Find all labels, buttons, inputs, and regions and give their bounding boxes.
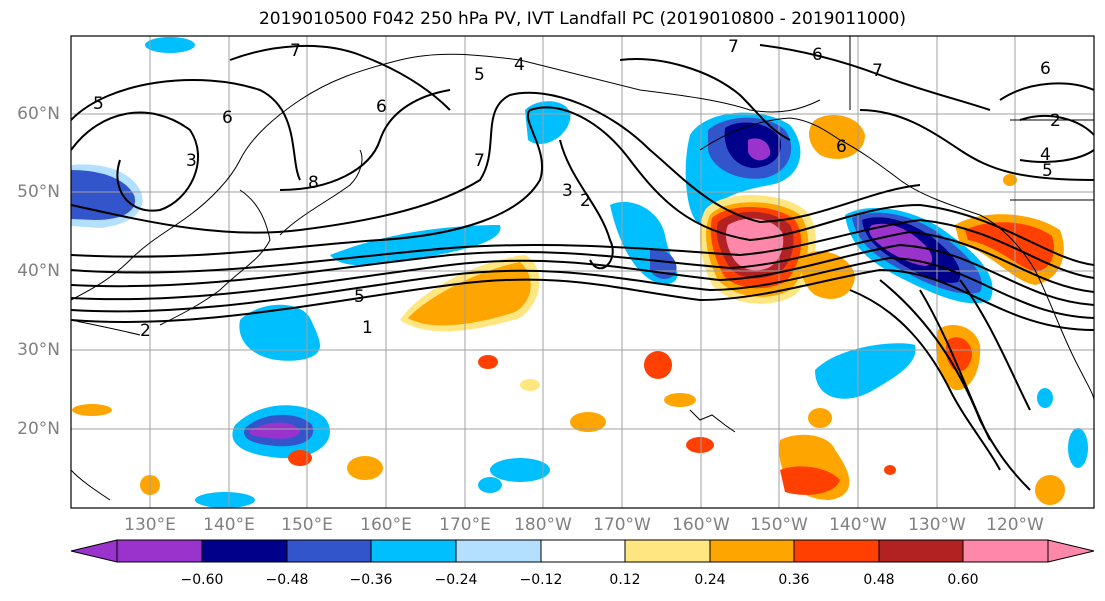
lon-label: 170°W — [593, 515, 651, 535]
contour-labels: 1 5 2 4 5 6 7 6 7 8 7 6 5 6 3 2 4 5 6 7 … — [93, 37, 1061, 341]
colorbar-tick-label: 0.12 — [609, 572, 641, 588]
contour-label: 4 — [1040, 145, 1051, 165]
lat-label: 40°N — [17, 261, 60, 281]
contour-label: 2 — [1050, 111, 1061, 131]
map-plot-area: 1 5 2 4 5 6 7 6 7 8 7 6 5 6 3 2 4 5 6 7 … — [71, 36, 1094, 508]
contour-label: 6 — [222, 108, 233, 128]
contour-label: 5 — [354, 287, 365, 307]
lon-label: 140°E — [203, 515, 255, 535]
contour-label: 6 — [812, 45, 823, 65]
lon-label: 120°W — [986, 515, 1044, 535]
lon-label: 160°W — [672, 515, 730, 535]
contour-label: 3 — [562, 181, 573, 201]
contour-label: 4 — [514, 55, 525, 75]
lon-label: 130°W — [908, 515, 966, 535]
colorbar-tick-label: 0.48 — [863, 572, 895, 588]
colorbar-arrow-left — [70, 539, 118, 563]
contour-label: 8 — [308, 173, 319, 193]
lon-label: 140°W — [829, 515, 887, 535]
lon-label: 180°W — [514, 515, 572, 535]
lon-label: 170°E — [439, 515, 491, 535]
colorbar-tick-label: −0.12 — [519, 572, 563, 588]
colorbar-arrow-right — [1047, 539, 1095, 563]
lon-label: 160°E — [360, 515, 412, 535]
graticule — [71, 36, 1094, 508]
contour-label: 7 — [728, 37, 739, 57]
colorbar-tick-label: −0.48 — [265, 572, 309, 588]
colorbar-tick-label: 0.24 — [694, 572, 726, 588]
contour-label: 6 — [836, 137, 847, 157]
lat-label: 30°N — [17, 340, 60, 360]
colorbar-tick-label: −0.60 — [180, 572, 224, 588]
colorbar — [70, 539, 1095, 563]
colorbar-tick-label: 0.60 — [947, 572, 979, 588]
contour-label: 7 — [290, 41, 301, 61]
contour-label: 5 — [1042, 161, 1053, 181]
lon-label: 150°E — [281, 515, 333, 535]
colorbar-tick-label: 0.36 — [778, 572, 810, 588]
colorbar-tick-label: −0.24 — [434, 572, 478, 588]
contour-label: 1 — [362, 318, 373, 338]
lat-label: 60°N — [17, 104, 60, 124]
map-frame — [70, 35, 1095, 509]
contour-label: 6 — [376, 97, 387, 117]
contour-label: 7 — [474, 151, 485, 171]
contour-label: 2 — [580, 191, 591, 211]
map-title: 2019010500 F042 250 hPa PV, IVT Landfall… — [258, 9, 906, 29]
lon-label: 130°E — [124, 515, 176, 535]
contour-label: 5 — [93, 94, 104, 114]
contours — [71, 44, 1094, 491]
contour-label: 5 — [474, 65, 485, 85]
contour-label: 7 — [872, 61, 883, 81]
lon-label: 150°W — [750, 515, 808, 535]
colorbar-tick-label: −0.36 — [349, 572, 393, 588]
contour-label: 6 — [1040, 59, 1051, 79]
lat-label: 20°N — [17, 419, 60, 439]
contour-label: 2 — [140, 321, 151, 341]
lat-label: 50°N — [17, 182, 60, 202]
contour-label: 3 — [186, 151, 197, 171]
